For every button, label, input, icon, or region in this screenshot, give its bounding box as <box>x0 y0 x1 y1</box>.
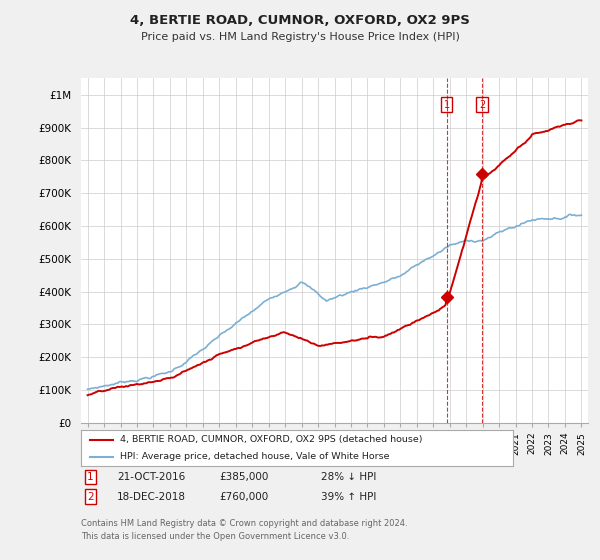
Text: 2: 2 <box>87 492 94 502</box>
Text: Price paid vs. HM Land Registry's House Price Index (HPI): Price paid vs. HM Land Registry's House … <box>140 32 460 43</box>
Text: 18-DEC-2018: 18-DEC-2018 <box>117 492 186 502</box>
Text: Contains HM Land Registry data © Crown copyright and database right 2024.: Contains HM Land Registry data © Crown c… <box>81 519 407 528</box>
Text: 2: 2 <box>479 100 485 110</box>
Text: 21-OCT-2016: 21-OCT-2016 <box>117 472 185 482</box>
Text: HPI: Average price, detached house, Vale of White Horse: HPI: Average price, detached house, Vale… <box>120 452 389 461</box>
Text: 1: 1 <box>443 100 449 110</box>
Text: 4, BERTIE ROAD, CUMNOR, OXFORD, OX2 9PS: 4, BERTIE ROAD, CUMNOR, OXFORD, OX2 9PS <box>130 14 470 27</box>
Text: 4, BERTIE ROAD, CUMNOR, OXFORD, OX2 9PS (detached house): 4, BERTIE ROAD, CUMNOR, OXFORD, OX2 9PS … <box>120 435 422 444</box>
Text: 39% ↑ HPI: 39% ↑ HPI <box>321 492 376 502</box>
Text: This data is licensed under the Open Government Licence v3.0.: This data is licensed under the Open Gov… <box>81 532 349 541</box>
Text: 1: 1 <box>87 472 94 482</box>
Text: 28% ↓ HPI: 28% ↓ HPI <box>321 472 376 482</box>
Text: £385,000: £385,000 <box>219 472 268 482</box>
Text: £760,000: £760,000 <box>219 492 268 502</box>
